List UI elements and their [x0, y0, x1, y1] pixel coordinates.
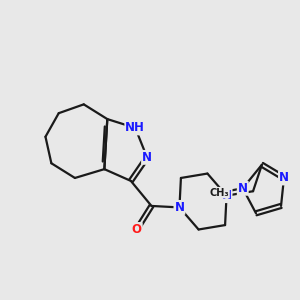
- Text: O: O: [132, 223, 142, 236]
- Text: N: N: [222, 189, 232, 202]
- Text: CH₃: CH₃: [209, 188, 229, 198]
- Text: N: N: [174, 201, 184, 214]
- Text: NH: NH: [125, 122, 145, 134]
- Text: N: N: [238, 182, 248, 195]
- Text: N: N: [142, 151, 152, 164]
- Text: N: N: [279, 172, 289, 184]
